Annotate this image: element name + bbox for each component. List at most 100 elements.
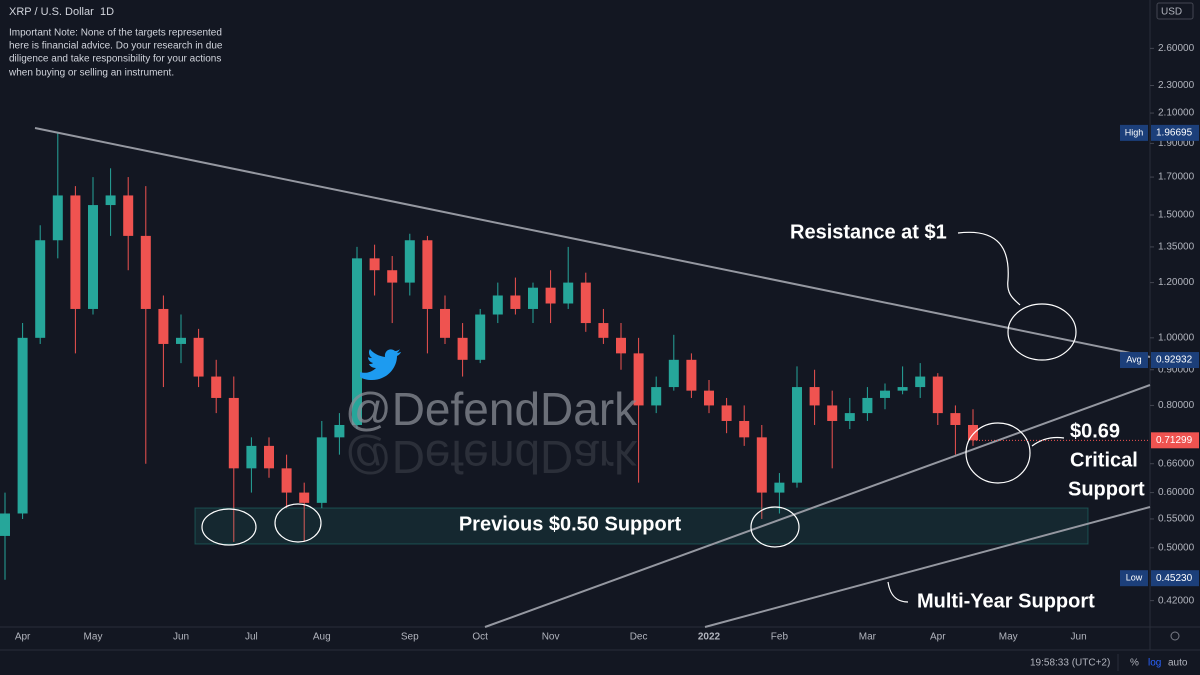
candle-body <box>35 240 46 338</box>
candle-body <box>756 437 767 493</box>
candle-body <box>844 413 855 421</box>
marker-name: Avg <box>1126 354 1141 364</box>
y-tick-label: 1.20000 <box>1158 277 1195 288</box>
twitter-icon <box>360 349 401 380</box>
y-tick-label: 0.80000 <box>1158 400 1195 411</box>
y-tick-label: 0.42000 <box>1158 595 1195 606</box>
auto-toggle[interactable]: auto <box>1168 658 1188 669</box>
marker-tag <box>1120 570 1148 587</box>
candle-body <box>264 445 274 469</box>
last-price-label: 0.71299 <box>1156 435 1193 446</box>
x-tick-label: Jun <box>1071 632 1087 643</box>
circle <box>1007 303 1077 361</box>
y-tick-label: 1.90000 <box>1158 138 1195 149</box>
resistance-trendline <box>34 127 1151 358</box>
log-toggle[interactable]: log <box>1148 658 1161 669</box>
arrow <box>1031 436 1065 447</box>
y-tick-label: 0.60000 <box>1158 487 1195 498</box>
candle-body <box>475 314 486 360</box>
candle-body <box>334 424 345 438</box>
x-tick-label: Feb <box>771 632 789 643</box>
candle-body <box>704 390 714 406</box>
marker-value: 0.92932 <box>1156 355 1193 366</box>
marker-badge <box>1151 352 1199 369</box>
candle-body <box>651 387 662 406</box>
note-line: when buying or selling an instrument. <box>8 68 174 79</box>
candle-body <box>352 258 362 425</box>
currency[interactable]: USD <box>1161 7 1182 18</box>
candle-body <box>246 445 257 469</box>
watermark: @DefendDark @DefendDark <box>345 349 638 483</box>
watermark-text: @DefendDark <box>345 383 638 435</box>
candle-body <box>862 397 873 414</box>
x-tick-label: Aug <box>313 632 331 643</box>
candle-body <box>17 337 28 514</box>
currency-button[interactable] <box>1156 2 1194 20</box>
y-tick-label: 1.50000 <box>1158 210 1195 221</box>
x-tick-label: 2022 <box>698 632 721 643</box>
y-tick-label: 1.35000 <box>1158 242 1195 253</box>
candle-body <box>176 337 186 344</box>
candle-body <box>404 240 415 283</box>
marker-value: 1.96695 <box>1156 128 1193 139</box>
candle-body <box>880 390 890 398</box>
candle-body <box>598 323 609 338</box>
x-tick-label: Sep <box>401 632 419 643</box>
y-tick-label: 1.00000 <box>1158 332 1195 343</box>
candle-body <box>193 337 204 377</box>
annotation: Multi-Year Support <box>917 590 1095 612</box>
candle-body <box>827 405 838 421</box>
candle-body <box>70 195 81 309</box>
candle-body <box>580 282 591 324</box>
percent-toggle[interactable]: % <box>1130 658 1139 669</box>
candle-body <box>563 282 574 304</box>
arrow <box>887 581 909 603</box>
candle-body <box>211 376 222 398</box>
candle-body <box>88 205 98 309</box>
marker-name: Low <box>1126 573 1143 583</box>
candle-body <box>422 240 433 309</box>
support-trendline <box>484 384 1151 628</box>
candle-body <box>457 337 468 360</box>
candle-body <box>774 482 785 493</box>
candle-body <box>950 413 961 425</box>
x-tick-label: Apr <box>930 632 946 643</box>
candle-body <box>739 420 750 438</box>
interval: 1D <box>100 6 114 18</box>
last-price-badge <box>1151 432 1199 449</box>
note-line: here is financial advice. Do your resear… <box>9 41 223 52</box>
candle-body <box>721 405 732 421</box>
settings-icon[interactable] <box>1170 631 1180 641</box>
x-tick-label: Jul <box>245 632 258 643</box>
annotation: $0.69 <box>1070 420 1120 442</box>
candle-body <box>510 295 521 309</box>
x-tick-label: Nov <box>542 632 560 643</box>
y-tick-label: 0.66000 <box>1158 458 1195 469</box>
candle-body <box>915 376 926 388</box>
candle-body <box>792 387 802 483</box>
x-tick-label: Oct <box>472 632 488 643</box>
candle-body <box>968 424 978 441</box>
candle-body <box>228 397 239 469</box>
annotation: Critical <box>1070 449 1138 471</box>
x-tick-label: Dec <box>630 632 648 643</box>
circle <box>750 506 800 548</box>
note-line: diligence and take responsibility for yo… <box>9 54 221 65</box>
marker-name: High <box>1125 127 1144 137</box>
marker-tag <box>1120 352 1148 369</box>
candle-body <box>140 235 151 309</box>
support-zone <box>194 507 1089 545</box>
x-tick-label: Apr <box>15 632 31 643</box>
candle-body <box>316 437 327 503</box>
candle-body <box>387 270 398 283</box>
candle-body <box>440 308 450 338</box>
circle <box>274 503 322 543</box>
y-tick-label: 0.55000 <box>1158 514 1195 525</box>
circle <box>965 422 1031 484</box>
plot <box>0 132 978 580</box>
annotation: Previous $0.50 Support <box>459 513 682 535</box>
y-tick-label: 1.70000 <box>1158 172 1195 183</box>
candle-body <box>52 195 63 241</box>
